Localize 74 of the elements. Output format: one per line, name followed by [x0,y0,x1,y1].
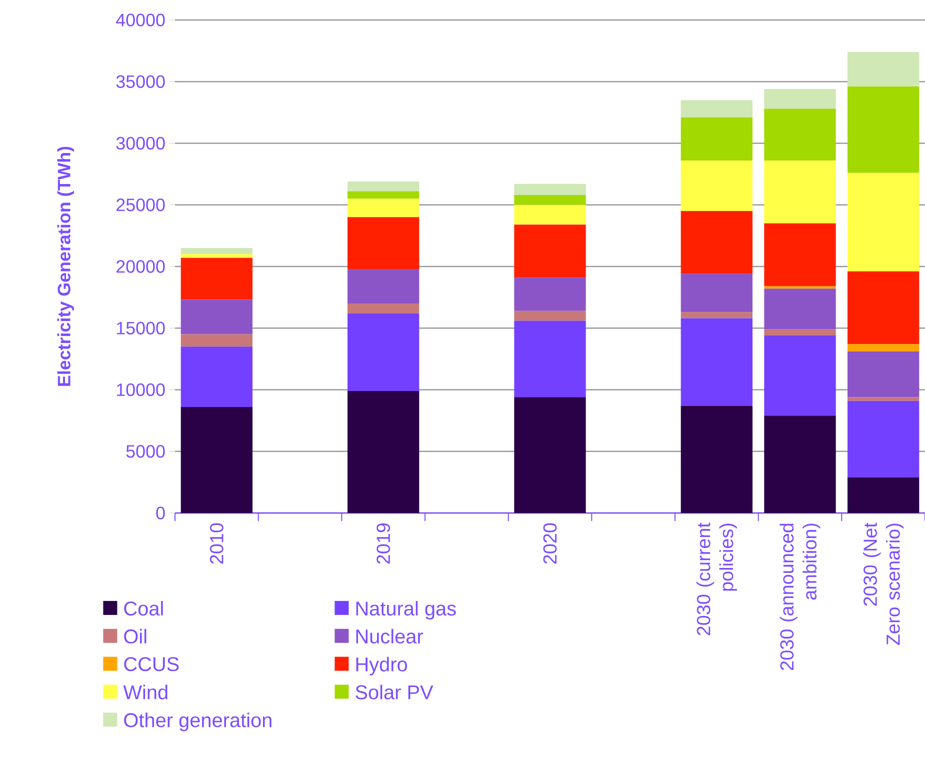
y-tick-label: 25000 [116,198,165,212]
bar [764,336,836,416]
bar [764,89,836,109]
bar [514,278,586,311]
bar [764,329,836,336]
bar [180,254,253,258]
bar [680,117,753,160]
bar [348,198,420,218]
x-tick-label: 2020 [543,523,557,564]
bar [348,191,420,199]
bar [514,310,586,321]
bar [848,352,920,398]
bar [348,313,420,391]
legend-label: Oil [124,628,146,644]
bar [514,224,586,278]
legend-label: Wind [123,684,168,700]
bar [680,100,753,118]
legend-label: Other generation [124,712,272,732]
y-tick-label: 35000 [116,75,165,88]
x-tick-label: 2030 (current policies) [696,522,737,636]
x-tick-label: 2030 (Net Zero scenario) [863,522,904,645]
bar [764,416,836,513]
legend-label: Natural gas [356,600,456,620]
bar [680,211,753,274]
bar [180,248,253,254]
y-tick-label: 15000 [116,322,165,334]
legend-label: Coal [124,600,163,616]
bar [848,400,920,478]
bar [180,334,253,347]
bar [180,346,253,407]
legend-label: Solar PV [356,684,434,700]
bar [680,274,753,312]
bar [348,268,420,304]
bar [848,52,920,87]
y-tick-label: 30000 [116,136,165,150]
bar [680,312,753,318]
bar [764,108,836,160]
legend-label: Hydro [356,656,408,676]
bar [514,184,586,195]
bar [764,223,836,286]
bar [764,286,836,289]
bar [848,172,920,272]
bar [514,204,586,225]
bar [348,181,420,192]
bar [848,86,920,173]
y-tick-label: 40000 [116,14,165,26]
y-tick-label: 10000 [116,383,165,396]
bar [764,160,836,224]
bar [848,271,920,344]
legend-label: CCUS [124,657,179,672]
bar [764,288,836,330]
bar [348,390,420,513]
x-tick-label: 2010 [210,523,224,564]
bar [514,195,586,205]
bar [848,397,920,401]
bar [848,477,920,513]
bar [680,160,753,212]
bar [348,217,420,269]
y-axis-title: Electricity Generation (TWh) [57,146,74,386]
bar [180,300,253,334]
bar [680,406,753,513]
y-tick-label: 5000 [126,445,165,458]
bar [514,397,586,513]
x-tick-label: 2019 [376,523,390,564]
bar [680,318,753,406]
bar [180,258,253,300]
legend-label: Nuclear [356,628,424,644]
bar [514,320,586,398]
y-tick-label: 0 [156,506,165,520]
bar [180,406,253,513]
bar [848,344,920,352]
bar [348,303,420,314]
x-tick-label: 2030 (announced ambition) [780,524,820,670]
y-tick-label: 20000 [116,260,165,273]
